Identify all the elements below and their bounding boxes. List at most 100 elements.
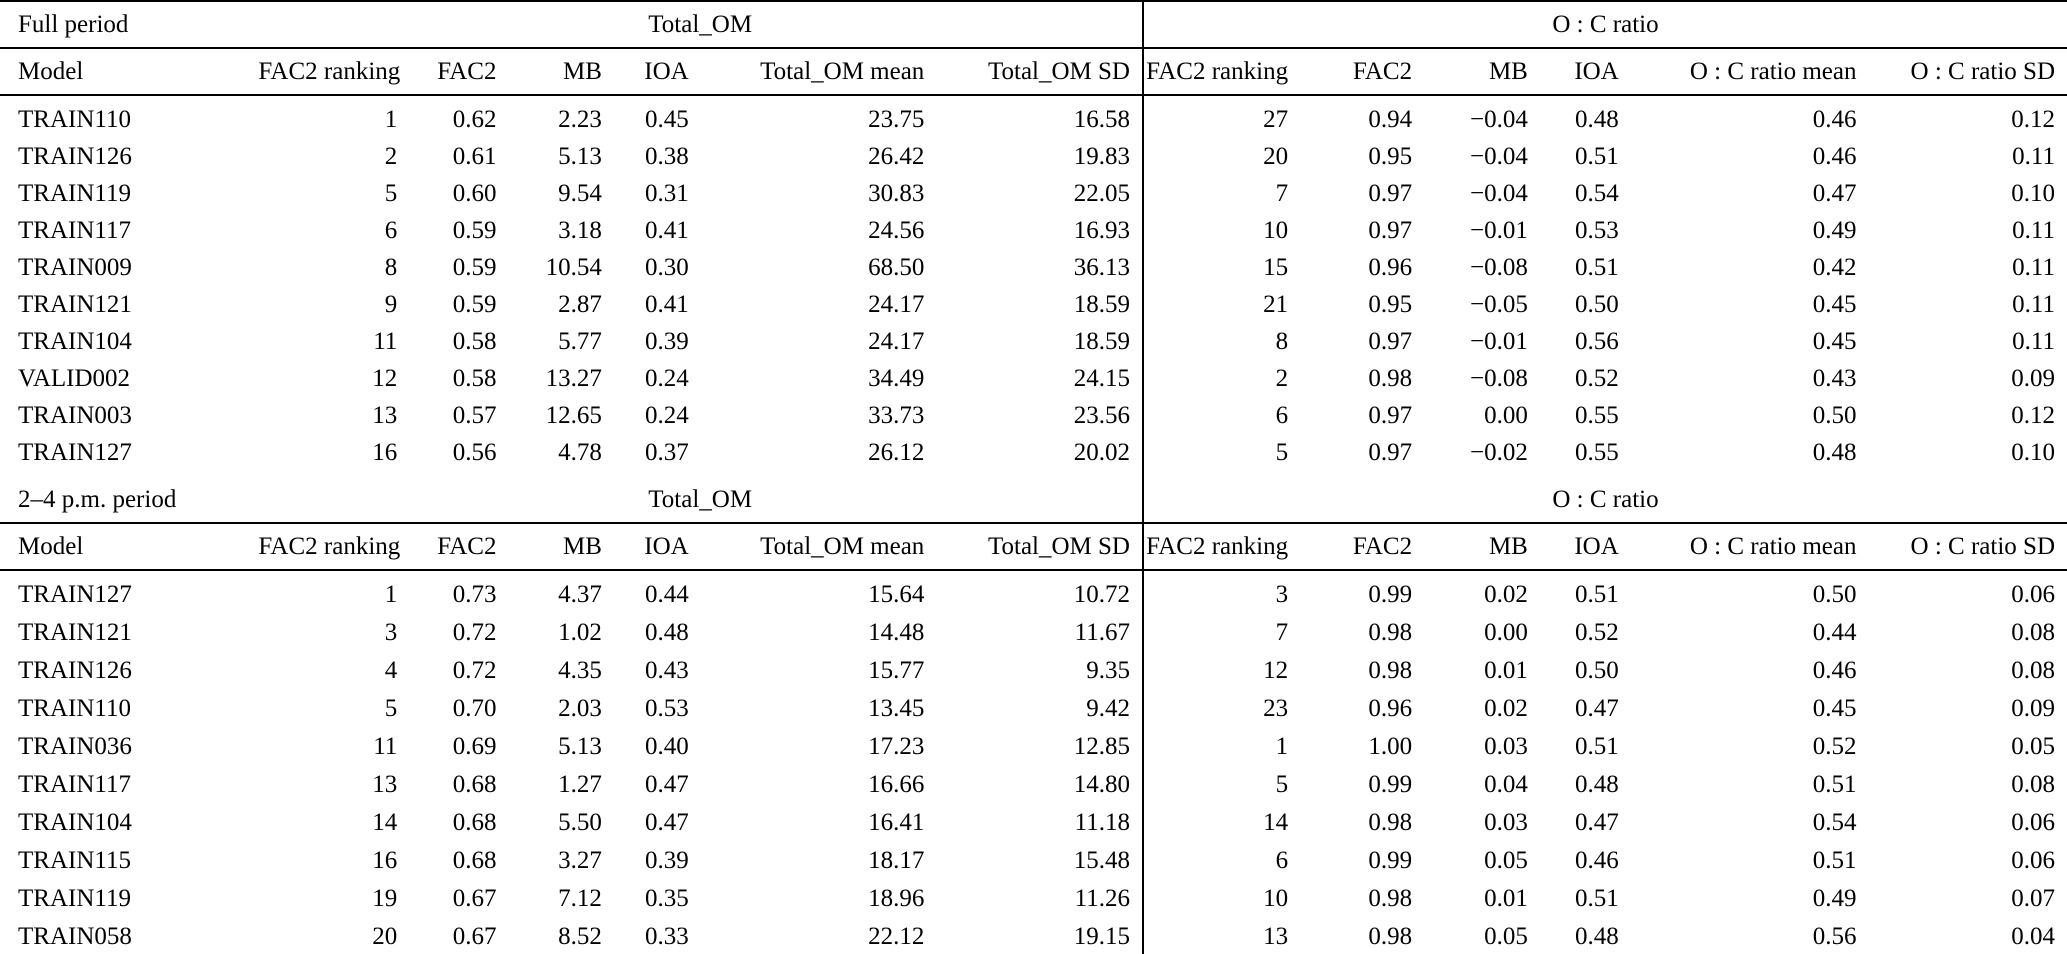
value-cell: 5.50 bbox=[558, 809, 602, 836]
value-cell: 13 bbox=[1141, 918, 1301, 954]
value-cell: 0.52 bbox=[1575, 364, 1619, 392]
period-label: Full period bbox=[0, 1, 259, 49]
value-cell: 1 bbox=[384, 105, 398, 133]
value-cell: 20 bbox=[372, 923, 398, 950]
value-cell: 13 bbox=[372, 771, 398, 798]
value-cell: 4.37 bbox=[558, 581, 602, 608]
value-cell: 23.75 bbox=[868, 105, 925, 133]
value-cell: 0.46 bbox=[1812, 142, 1857, 170]
value-cell: 0.59 bbox=[452, 216, 497, 244]
group-header-oc-ratio: O : C ratio bbox=[1142, 1, 2067, 49]
value-cell: −0.01 bbox=[1469, 216, 1528, 244]
model-cell: TRAIN121 bbox=[18, 290, 132, 318]
value-cell: −0.04 bbox=[1469, 142, 1528, 170]
value-cell: 0.98 bbox=[1368, 923, 1413, 950]
column-header-total-om-mean: Total_OM mean bbox=[700, 523, 937, 571]
value-cell: 0.30 bbox=[644, 253, 689, 281]
column-header-fac2-ranking: FAC2 ranking bbox=[1141, 48, 1301, 96]
value-cell: 5 bbox=[384, 179, 398, 207]
value-cell: 2 bbox=[384, 142, 398, 170]
value-cell: 4.35 bbox=[558, 657, 602, 684]
value-cell: 0.96 bbox=[1368, 695, 1413, 722]
column-header-ioa: IOA bbox=[1539, 523, 1631, 571]
value-cell: 5.77 bbox=[558, 327, 602, 355]
value-cell: 0.38 bbox=[644, 142, 689, 170]
value-cell: 12 bbox=[372, 364, 398, 392]
value-cell: 21 bbox=[1141, 286, 1301, 323]
value-cell: 1.02 bbox=[558, 619, 602, 646]
model-cell: TRAIN009 bbox=[18, 253, 132, 281]
value-cell: 0.47 bbox=[1575, 695, 1619, 722]
value-cell: 11.26 bbox=[1074, 885, 1130, 912]
value-cell: 10.72 bbox=[1073, 581, 1130, 608]
value-cell: 0.46 bbox=[1812, 657, 1857, 684]
value-cell: 0.99 bbox=[1368, 847, 1413, 874]
value-cell: 0.58 bbox=[452, 327, 497, 355]
table-row: TRAIN126 2 0.61 5.13 0.38 26.42 19.83 20 0.95 −0.… bbox=[0, 138, 2067, 175]
value-cell: 0.46 bbox=[1812, 105, 1857, 133]
value-cell: 0.40 bbox=[644, 733, 689, 760]
value-cell: 0.10 bbox=[2011, 179, 2055, 207]
value-cell: 13.27 bbox=[545, 364, 602, 392]
value-cell: 0.46 bbox=[1575, 847, 1619, 874]
value-cell: 0.06 bbox=[2011, 809, 2055, 836]
column-header-total-om-sd: Total_OM SD bbox=[936, 523, 1143, 571]
column-header-row: Model FAC2 ranking FAC2 MB IOA Total_OM mean T… bbox=[0, 48, 2067, 96]
value-cell: 0.33 bbox=[644, 923, 689, 950]
value-cell: 0.62 bbox=[452, 105, 497, 133]
value-cell: 0.05 bbox=[1484, 923, 1528, 950]
value-cell: 0.61 bbox=[452, 142, 497, 170]
value-cell: 12 bbox=[1141, 652, 1301, 690]
value-cell: 24.17 bbox=[868, 290, 925, 318]
value-cell: 12.85 bbox=[1073, 733, 1130, 760]
value-cell: 0.57 bbox=[452, 401, 497, 429]
table-row: TRAIN115 16 0.68 3.27 0.39 18.17 15.48 6 0.99 0.0… bbox=[0, 842, 2067, 880]
value-cell: 0.48 bbox=[1812, 438, 1857, 466]
value-cell: 26.42 bbox=[868, 142, 925, 170]
value-cell: 0.51 bbox=[1575, 885, 1619, 912]
value-cell: 0.56 bbox=[1812, 923, 1857, 950]
value-cell: 6 bbox=[384, 216, 398, 244]
value-cell: 8 bbox=[384, 253, 398, 281]
column-header-fac2-ranking: FAC2 ranking bbox=[258, 523, 410, 571]
value-cell: 0.98 bbox=[1368, 364, 1413, 392]
value-cell: 2.87 bbox=[558, 290, 602, 318]
value-cell: 16 bbox=[372, 438, 398, 466]
value-cell: 0.72 bbox=[452, 619, 497, 646]
value-cell: 0.24 bbox=[644, 401, 689, 429]
table-row: VALID002 12 0.58 13.27 0.24 34.49 24.15 2 0.98 −0… bbox=[0, 360, 2067, 397]
column-header-fac2: FAC2 bbox=[409, 523, 509, 571]
value-cell: 0.49 bbox=[1812, 885, 1857, 912]
model-cell: TRAIN058 bbox=[18, 923, 132, 950]
value-cell: 12.65 bbox=[545, 401, 602, 429]
value-cell: 0.67 bbox=[452, 923, 497, 950]
value-cell: 0.94 bbox=[1368, 105, 1413, 133]
value-cell: 4.78 bbox=[558, 438, 602, 466]
value-cell: 0.98 bbox=[1368, 657, 1413, 684]
group-header-total-om: Total_OM bbox=[258, 1, 1143, 49]
value-cell: 0.04 bbox=[2011, 923, 2055, 950]
model-cell: TRAIN119 bbox=[18, 885, 131, 912]
model-cell: TRAIN126 bbox=[18, 142, 132, 170]
model-cell: TRAIN104 bbox=[18, 809, 132, 836]
column-header-o-c-ratio-mean: O : C ratio mean bbox=[1630, 523, 1869, 571]
value-cell: −0.05 bbox=[1469, 290, 1528, 318]
value-cell: 0.73 bbox=[452, 581, 497, 608]
value-cell: −0.02 bbox=[1469, 438, 1528, 466]
group-header-row: Full period Total_OM O : C ratio bbox=[0, 1, 2067, 49]
value-cell: 0.72 bbox=[452, 657, 497, 684]
value-cell: 5 bbox=[1141, 766, 1301, 804]
table-row: TRAIN110 5 0.70 2.03 0.53 13.45 9.42 23 0.96 0.02… bbox=[0, 690, 2067, 728]
value-cell: 11 bbox=[373, 327, 398, 355]
value-cell: 26.12 bbox=[868, 438, 925, 466]
value-cell: 0.56 bbox=[452, 438, 497, 466]
value-cell: 0.45 bbox=[1812, 327, 1857, 355]
value-cell: 1.00 bbox=[1368, 733, 1413, 760]
value-cell: 16 bbox=[372, 847, 398, 874]
column-header-fac2-ranking: FAC2 ranking bbox=[258, 48, 410, 96]
value-cell: 0.97 bbox=[1368, 401, 1413, 429]
value-cell: 5 bbox=[1141, 434, 1301, 477]
value-cell: 0.09 bbox=[2011, 364, 2055, 392]
afternoon-period-table: 2–4 p.m. period Total_OM O : C ratio Model F… bbox=[0, 477, 2067, 954]
